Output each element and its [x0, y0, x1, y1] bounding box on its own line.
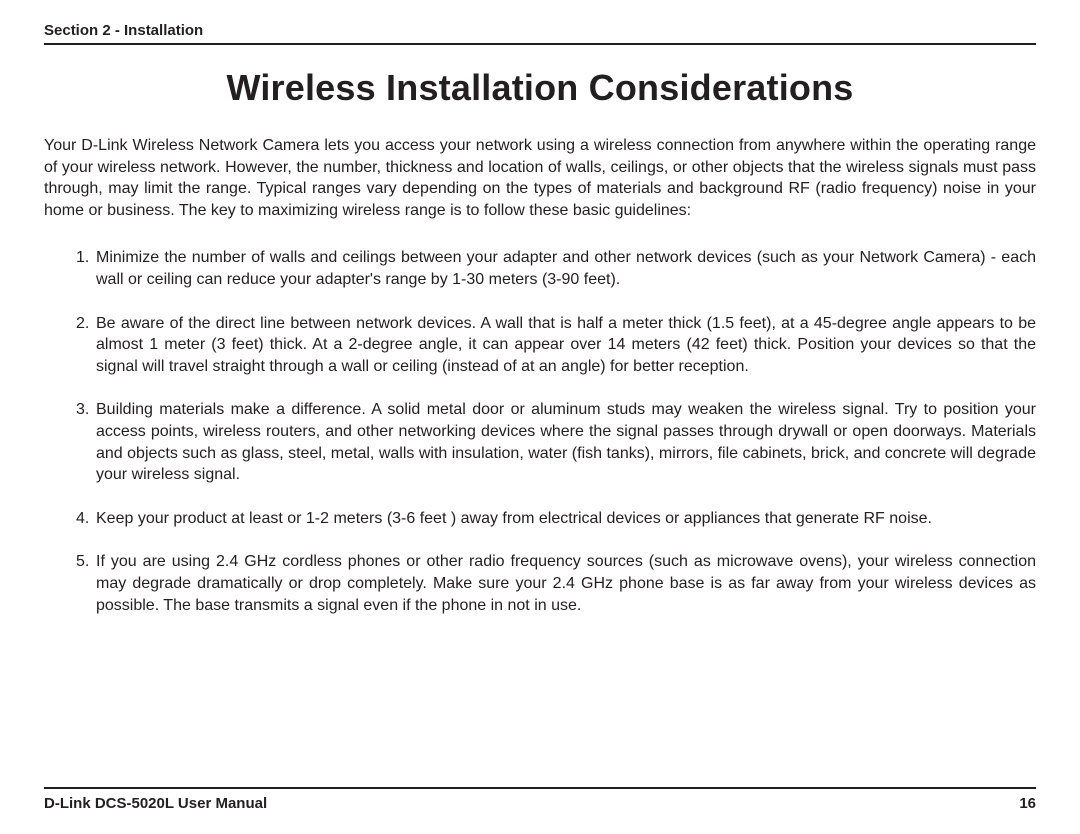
footer-manual-name: D-Link DCS-5020L User Manual — [44, 795, 267, 812]
intro-paragraph: Your D-Link Wireless Network Camera lets… — [44, 135, 1036, 221]
list-item: 5. If you are using 2.4 GHz cordless pho… — [96, 551, 1036, 616]
guidelines-list: 1. Minimize the number of walls and ceil… — [44, 247, 1036, 616]
footer-page-number: 16 — [1019, 795, 1036, 812]
list-item-number: 4. — [76, 508, 89, 530]
list-item-text: Be aware of the direct line between netw… — [96, 315, 1036, 375]
page-footer: D-Link DCS-5020L User Manual 16 — [44, 787, 1036, 812]
list-item-number: 2. — [76, 313, 89, 335]
list-item-number: 3. — [76, 399, 89, 421]
list-item-number: 1. — [76, 247, 89, 269]
list-item: 2. Be aware of the direct line between n… — [96, 313, 1036, 378]
list-item-text: If you are using 2.4 GHz cordless phones… — [96, 553, 1036, 613]
page-title: Wireless Installation Considerations — [44, 67, 1036, 109]
list-item: 3. Building materials make a difference.… — [96, 399, 1036, 485]
list-item-text: Building materials make a difference. A … — [96, 401, 1036, 483]
section-header-text: Section 2 - Installation — [44, 22, 203, 39]
list-item-text: Minimize the number of walls and ceiling… — [96, 249, 1036, 288]
list-item-text: Keep your product at least or 1-2 meters… — [96, 510, 932, 527]
list-item: 1. Minimize the number of walls and ceil… — [96, 247, 1036, 290]
list-item: 4. Keep your product at least or 1-2 met… — [96, 508, 1036, 530]
list-item-number: 5. — [76, 551, 89, 573]
section-header: Section 2 - Installation — [44, 22, 1036, 45]
